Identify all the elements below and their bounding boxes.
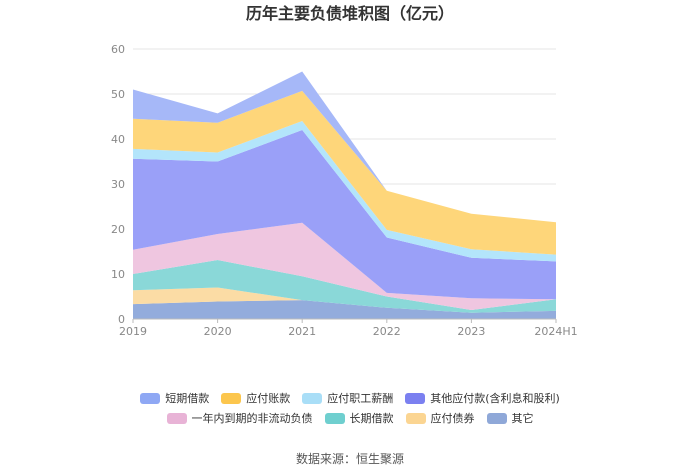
legend: 短期借款 应付账款 应付职工薪酬 其他应付款(含利息和股利) 一年内到期的非流动负债 长… <box>0 388 700 428</box>
legend-swatch <box>140 392 161 404</box>
x-tick-label: 2023 <box>457 325 485 338</box>
legend-label: 应付债券 <box>430 412 475 425</box>
legend-swatch <box>405 392 426 404</box>
x-tick-label: 2019 <box>119 325 147 338</box>
legend-item[interactable]: 长期借款 <box>324 410 394 426</box>
legend-label: 长期借款 <box>349 412 394 425</box>
x-tick-label: 2022 <box>373 325 401 338</box>
legend-item[interactable]: 其他应付款(含利息和股利) <box>405 390 560 406</box>
legend-item[interactable]: 短期借款 <box>140 390 209 406</box>
legend-swatch <box>302 392 323 404</box>
legend-label: 一年内到期的非流动负债 <box>191 412 313 425</box>
legend-row-1: 短期借款 应付账款 应付职工薪酬 其他应付款(含利息和股利) <box>0 388 700 408</box>
area-series-0 <box>133 300 556 319</box>
x-tick-label: 2021 <box>288 325 316 338</box>
legend-row-2: 一年内到期的非流动负债 长期借款 应付债券 其它 <box>0 408 700 428</box>
area-series <box>133 71 556 319</box>
legend-swatch <box>405 412 426 424</box>
legend-item[interactable]: 其它 <box>486 410 534 426</box>
legend-swatch <box>486 412 507 424</box>
legend-swatch <box>166 412 187 424</box>
data-source-note: 数据来源：恒生聚源 <box>295 452 404 466</box>
legend-label: 其他应付款(含利息和股利) <box>430 392 560 405</box>
chart-title: 历年主要负债堆积图（亿元） <box>245 4 454 23</box>
y-tick-label: 30 <box>111 178 125 191</box>
legend-item[interactable]: 应付债券 <box>405 410 475 426</box>
legend-item[interactable]: 一年内到期的非流动负债 <box>166 410 313 426</box>
area-series-1 <box>133 287 556 313</box>
legend-label: 其它 <box>511 412 534 425</box>
area-series-6 <box>133 90 556 255</box>
axes: 0 10 20 30 40 50 60 2019 2020 2021 2022 2023 2024H1 <box>111 43 578 338</box>
y-tick-label: 50 <box>111 88 125 101</box>
y-tick-label: 10 <box>111 268 125 281</box>
legend-item[interactable]: 应付职工薪酬 <box>302 390 393 406</box>
legend-label: 应付职工薪酬 <box>327 392 394 405</box>
legend-label: 短期借款 <box>165 392 210 405</box>
y-tick-label: 0 <box>118 313 125 326</box>
legend-item[interactable]: 应付账款 <box>221 390 290 406</box>
x-tick-label: 2024H1 <box>534 325 577 338</box>
area-series-4 <box>133 130 556 300</box>
legend-swatch <box>324 412 345 424</box>
y-tick-label: 60 <box>111 43 125 56</box>
legend-swatch <box>221 392 242 404</box>
area-series-3 <box>133 222 556 310</box>
legend-label: 应付账款 <box>246 392 291 405</box>
y-tick-label: 40 <box>111 133 125 146</box>
area-series-7 <box>133 71 556 223</box>
x-tick-label: 2020 <box>204 325 232 338</box>
y-tick-label: 20 <box>111 223 125 236</box>
